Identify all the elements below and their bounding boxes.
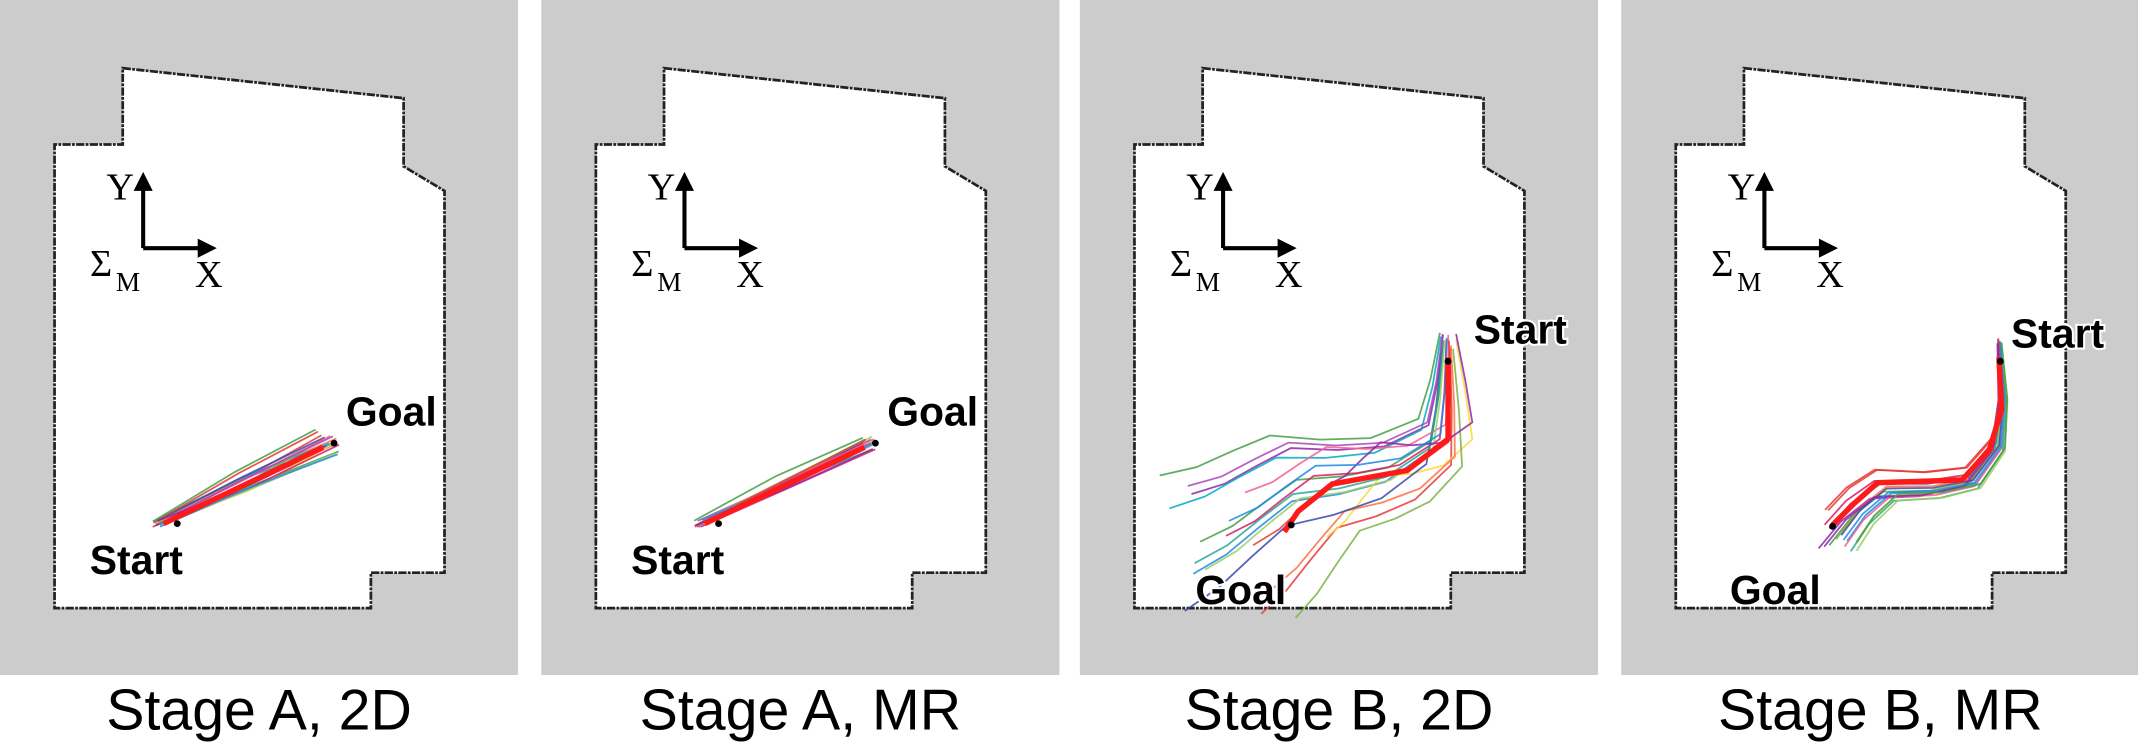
frame-symbol: Σ <box>90 243 112 285</box>
panel: Y X Σ M Start Goal Stage B, 2D <box>1079 0 1599 743</box>
trajectory <box>1272 345 1456 590</box>
axis-arrow <box>1221 184 1285 251</box>
frame-subscript: M <box>657 267 681 297</box>
mean-trajectory <box>1282 357 1451 534</box>
frame-subscript: M <box>1196 267 1220 297</box>
trajectory <box>693 437 864 522</box>
goal-point <box>871 439 879 447</box>
start-label: Start <box>90 537 184 583</box>
mean-trajectory <box>703 444 866 527</box>
panel: Y X Σ M Start Goal Stage A, MR <box>541 0 1060 743</box>
start-point <box>173 520 181 528</box>
trajectory <box>1194 342 1445 565</box>
start-label: Start <box>1474 307 1568 353</box>
frame-symbol: Σ <box>1711 243 1733 285</box>
map-free-space <box>1133 66 1526 610</box>
axis-arrowhead <box>674 171 759 258</box>
goal-point <box>1287 521 1295 529</box>
map-free-space <box>53 66 446 610</box>
start-point <box>1444 357 1452 365</box>
goal-label: Goal <box>887 388 978 434</box>
goal-label: Goal <box>1730 567 1821 613</box>
axis-arrowhead <box>133 171 217 258</box>
trajectory <box>156 436 326 522</box>
trajectory <box>1326 339 1474 538</box>
panel-caption: Stage A, 2D <box>106 679 412 743</box>
trajectory <box>1228 337 1448 522</box>
mean-trajectory <box>162 444 325 527</box>
goal-point <box>330 439 338 447</box>
trajectory <box>1204 343 1446 571</box>
frame-subscript: M <box>116 267 140 297</box>
axis-y-label: Y <box>648 167 676 209</box>
trajectory <box>1159 332 1441 477</box>
trajectory <box>1191 334 1444 495</box>
goal-point <box>1829 522 1836 530</box>
goal-label: Goal <box>346 388 437 434</box>
mean-trajectory <box>1830 357 2005 527</box>
trajectory <box>152 428 317 523</box>
axis-x-label: X <box>195 254 223 296</box>
axis-y-label: Y <box>1186 167 1214 209</box>
axis-y-label: Y <box>1728 167 1756 209</box>
axis-arrowhead <box>1213 171 1297 258</box>
start-point <box>715 520 722 528</box>
start-label: Start <box>631 537 725 583</box>
trajectory <box>1326 333 1474 487</box>
goal-label: Goal <box>1195 567 1286 613</box>
start-label: Start <box>2011 311 2105 357</box>
axis-arrow <box>141 184 205 251</box>
trajectory <box>1294 348 1464 619</box>
trajectory <box>1187 333 1444 487</box>
trajectory <box>1169 336 1442 510</box>
panel-caption: Stage A, MR <box>640 679 961 743</box>
axis-arrow <box>682 184 746 251</box>
axis-x-label: X <box>1275 254 1303 296</box>
panel: Y X Σ M Start Goal Stage A, 2D <box>0 0 519 743</box>
map-free-space <box>594 66 988 610</box>
frame-symbol: Σ <box>1170 243 1192 285</box>
panel-caption: Stage B, 2D <box>1185 679 1494 743</box>
start-point <box>1996 357 2004 365</box>
trajectory <box>152 430 319 524</box>
axis-x-label: X <box>736 254 764 296</box>
trajectory <box>1855 342 2009 543</box>
axis-arrowhead <box>1754 171 1839 258</box>
axis-x-label: X <box>1816 254 1844 296</box>
panel: Y X Σ M Start Goal Stage B, MR <box>1621 0 2138 743</box>
frame-subscript: M <box>1737 267 1761 297</box>
panel-caption: Stage B, MR <box>1718 679 2043 743</box>
axis-y-label: Y <box>106 167 134 209</box>
axis-arrow <box>1762 184 1826 251</box>
frame-symbol: Σ <box>631 243 653 285</box>
trajectory <box>1823 343 2001 548</box>
trajectory <box>1260 348 1453 615</box>
